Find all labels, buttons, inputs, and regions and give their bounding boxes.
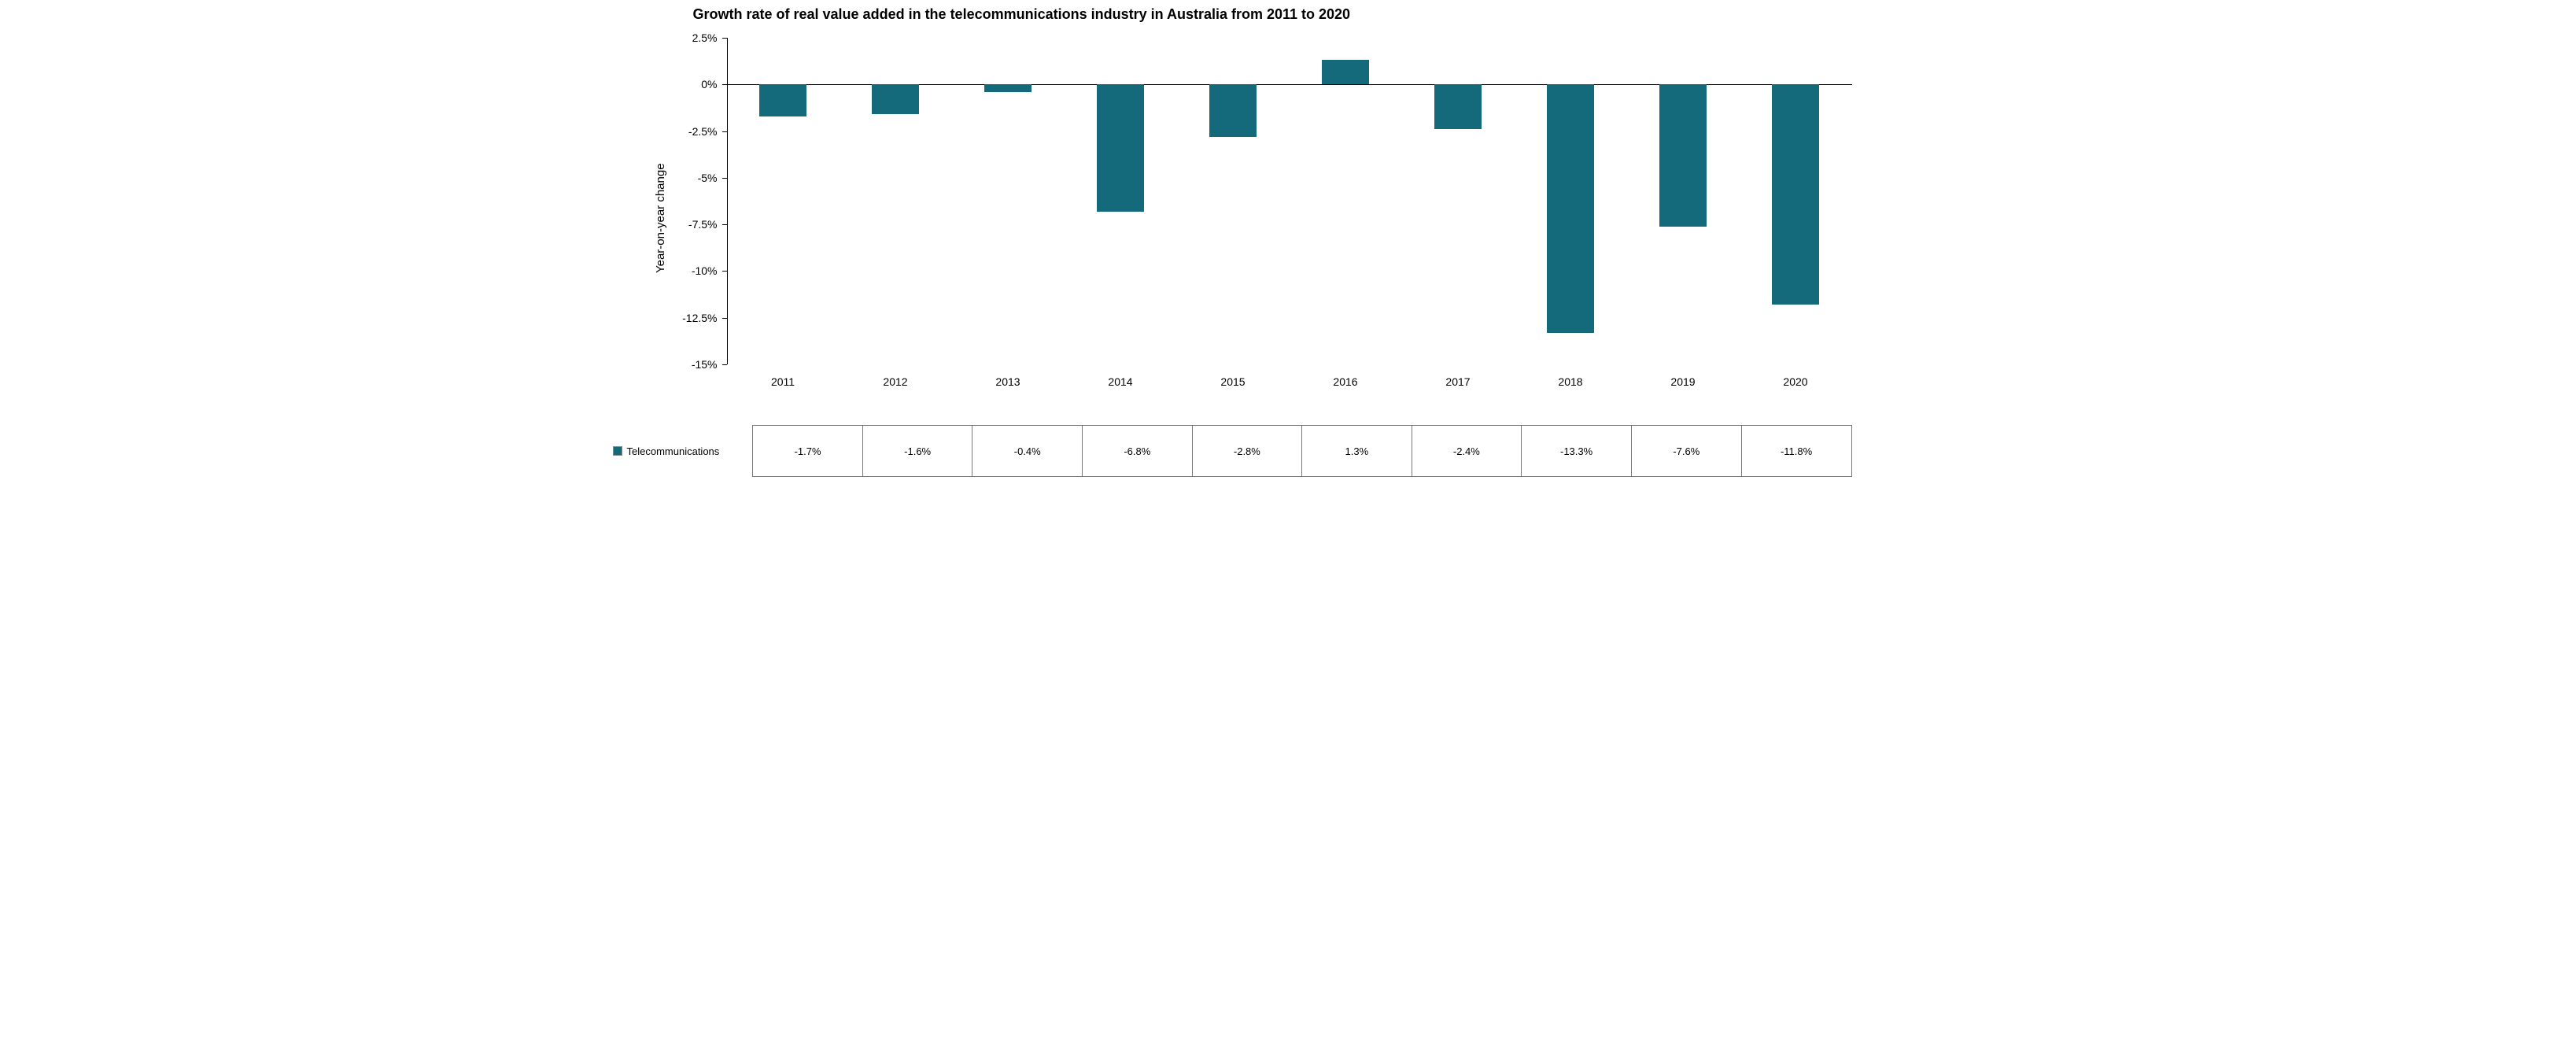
- chart-title: Growth rate of real value added in the t…: [693, 6, 1351, 23]
- table-cell: -2.4%: [1412, 426, 1522, 477]
- table-cell: -1.6%: [862, 426, 972, 477]
- bar: [984, 84, 1032, 91]
- y-axis-line: [727, 38, 728, 364]
- x-category-label: 2012: [883, 375, 907, 388]
- y-tick-label: -2.5%: [644, 125, 718, 138]
- bar: [1659, 84, 1707, 226]
- y-tick-mark: [722, 38, 727, 39]
- x-category-label: 2020: [1783, 375, 1807, 388]
- y-tick-label: 0%: [644, 78, 718, 91]
- y-tick-mark: [722, 224, 727, 225]
- table-cell: -0.4%: [972, 426, 1083, 477]
- bar: [1547, 84, 1594, 332]
- table-cell: -7.6%: [1632, 426, 1742, 477]
- chart-container: Growth rate of real value added in the t…: [644, 0, 1932, 521]
- y-tick-label: 2.5%: [644, 31, 718, 44]
- y-tick-mark: [722, 271, 727, 272]
- x-category-label: 2017: [1445, 375, 1470, 388]
- y-tick-mark: [722, 364, 727, 365]
- data-table: Telecommunications-1.7%-1.6%-0.4%-6.8%-2…: [644, 425, 1852, 477]
- legend-swatch: [613, 446, 622, 456]
- x-category-label: 2011: [771, 375, 795, 388]
- table-cell: -11.8%: [1741, 426, 1851, 477]
- table-cell: -2.8%: [1192, 426, 1302, 477]
- table-row-header: Telecommunications: [644, 426, 753, 477]
- y-tick-label: -12.5%: [644, 312, 718, 324]
- x-category-label: 2016: [1333, 375, 1357, 388]
- bar: [1772, 84, 1819, 305]
- y-tick-mark: [722, 318, 727, 319]
- y-tick-label: -15%: [644, 358, 718, 371]
- table-cell: -13.3%: [1522, 426, 1632, 477]
- y-tick-mark: [722, 178, 727, 179]
- y-tick-label: -7.5%: [644, 218, 718, 231]
- bar: [1434, 84, 1482, 129]
- table-cell: -6.8%: [1083, 426, 1193, 477]
- bar: [872, 84, 919, 114]
- bar: [1209, 84, 1257, 136]
- bar: [1322, 60, 1369, 84]
- table-row: Telecommunications-1.7%-1.6%-0.4%-6.8%-2…: [644, 426, 1852, 477]
- table-cell: -1.7%: [753, 426, 863, 477]
- x-category-label: 2018: [1558, 375, 1582, 388]
- table-cell: 1.3%: [1302, 426, 1412, 477]
- x-category-label: 2015: [1220, 375, 1245, 388]
- bar: [759, 84, 806, 116]
- y-tick-label: -10%: [644, 264, 718, 277]
- bar: [1097, 84, 1144, 211]
- x-category-label: 2019: [1670, 375, 1695, 388]
- legend-label: Telecommunications: [627, 445, 720, 457]
- y-tick-mark: [722, 131, 727, 132]
- y-tick-label: -5%: [644, 172, 718, 184]
- x-category-label: 2013: [995, 375, 1020, 388]
- x-category-label: 2014: [1108, 375, 1132, 388]
